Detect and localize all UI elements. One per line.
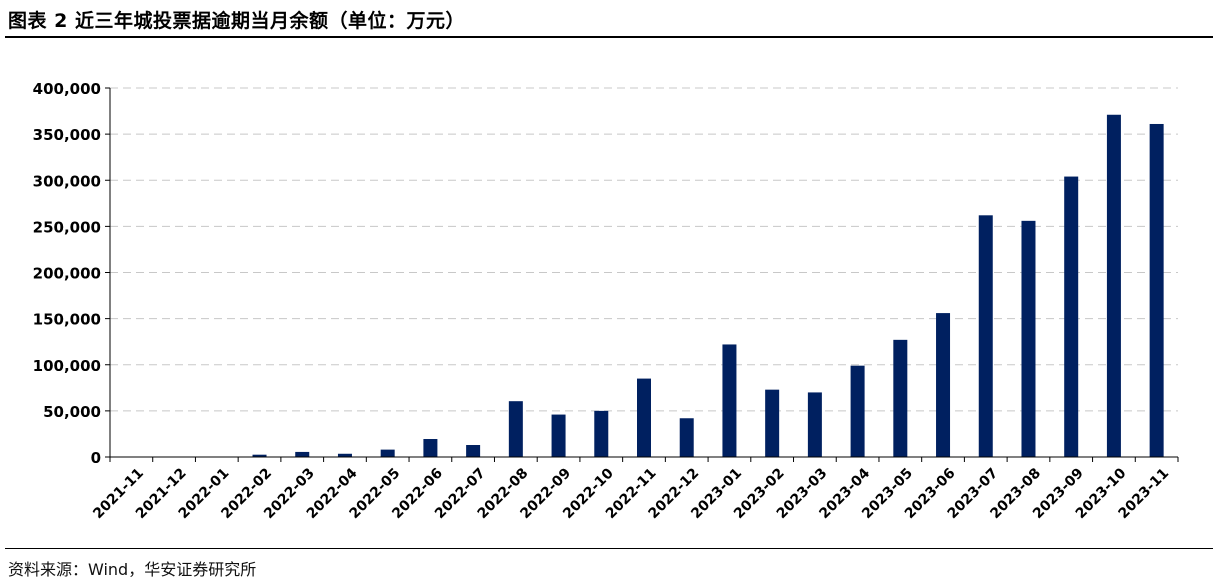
bar-2022-11 xyxy=(637,378,651,457)
y-tick-label: 100,000 xyxy=(33,357,101,375)
bar-2022-12 xyxy=(679,418,694,457)
bar-2023-11 xyxy=(1149,123,1164,457)
bar-2022-10 xyxy=(594,410,609,457)
bar-2023-02 xyxy=(765,389,780,457)
bar-2022-09 xyxy=(551,414,566,457)
bar-2022-05 xyxy=(380,449,395,457)
bar-2023-07 xyxy=(978,215,993,457)
gridlines xyxy=(110,87,1178,412)
y-tick-label: 300,000 xyxy=(33,172,101,190)
title-divider xyxy=(5,36,1213,38)
x-axis: 2021-112021-122022-012022-022022-032022-… xyxy=(90,456,1179,522)
y-axis: 0 50,000 100,000 150,000 200,000 250,000 300,0… xyxy=(33,80,111,467)
bar-2022-06 xyxy=(423,439,438,457)
bar-2023-08 xyxy=(1021,220,1036,457)
bar-2023-09 xyxy=(1064,176,1079,457)
y-tick-label: 50,000 xyxy=(43,403,101,421)
y-tick-label: 200,000 xyxy=(33,265,101,283)
y-tick-label: 150,000 xyxy=(33,311,101,329)
bar-2022-03 xyxy=(295,451,310,457)
y-tick-label: 0 xyxy=(91,449,101,467)
y-tick-label: 250,000 xyxy=(33,218,101,236)
bar-2023-03 xyxy=(807,392,822,457)
bar-2023-04 xyxy=(850,365,865,457)
bar-2022-02 xyxy=(252,454,267,457)
bar-2023-05 xyxy=(893,339,908,457)
chart-title: 图表 2 近三年城投票据逾期当月余额（单位：万元） xyxy=(8,10,465,32)
bar-2022-07 xyxy=(466,445,481,457)
bar-series xyxy=(124,114,1164,457)
source-note: 资料来源：Wind，华安证券研究所 xyxy=(8,560,257,579)
bar-2022-08 xyxy=(508,401,523,457)
bar-2023-01 xyxy=(722,344,737,457)
bar-chart: 0 50,000 100,000 150,000 200,000 250,000 300,0… xyxy=(33,80,1179,522)
bar-2023-06 xyxy=(936,313,951,457)
bar-2022-04 xyxy=(337,453,352,457)
y-tick-label: 400,000 xyxy=(33,80,101,98)
bar-2023-10 xyxy=(1106,114,1121,457)
y-tick-label: 350,000 xyxy=(33,126,101,144)
source-divider xyxy=(5,548,1213,549)
